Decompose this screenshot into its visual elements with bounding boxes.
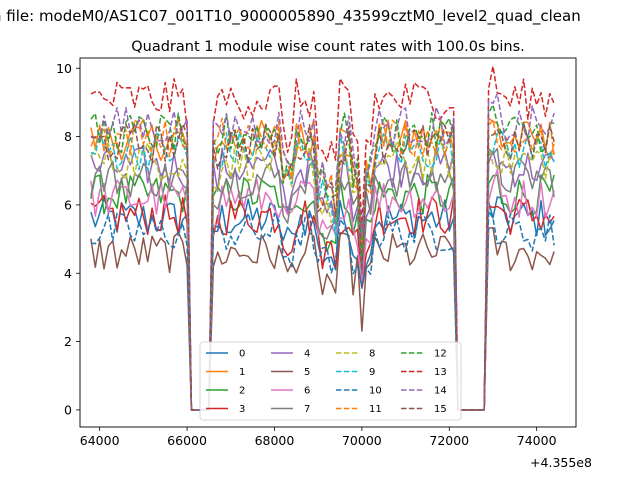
legend-label-7: 7 (304, 404, 310, 415)
legend-label-12: 12 (434, 349, 447, 360)
y-tick-label: 6 (64, 197, 72, 212)
x-tick-label: 68000 (255, 433, 295, 448)
legend-label-13: 13 (434, 367, 447, 378)
legend-label-2: 2 (239, 386, 245, 397)
series-line-13 (90, 65, 555, 411)
y-axis: 0 2 4 6 8 10 (56, 61, 80, 417)
y-tick-label: 2 (64, 334, 72, 349)
x-tick-label: 74000 (517, 433, 557, 448)
x-tick-label: 66000 (167, 433, 207, 448)
x-offset-label: +4.355e8 (530, 455, 592, 470)
legend-label-8: 8 (369, 349, 375, 360)
legend-label-14: 14 (434, 386, 447, 397)
figure-title: n file: modeM0/AS1C07_001T10_9000005890_… (0, 7, 581, 26)
y-tick-label: 10 (56, 61, 72, 76)
legend-label-0: 0 (239, 349, 245, 360)
legend-label-15: 15 (434, 404, 447, 415)
legend-label-9: 9 (369, 367, 375, 378)
y-tick-label: 0 (64, 402, 72, 417)
chart-title: Quadrant 1 module wise count rates with … (131, 39, 525, 55)
plot-frame (79, 57, 577, 428)
series-layer (90, 65, 555, 411)
legend-label-5: 5 (304, 367, 310, 378)
legend-label-10: 10 (369, 386, 382, 397)
legend-label-6: 6 (304, 386, 310, 397)
y-tick-label: 8 (64, 129, 72, 144)
legend-label-11: 11 (369, 404, 382, 415)
legend-label-3: 3 (239, 404, 245, 415)
legend-label-4: 4 (304, 349, 310, 360)
legend-label-1: 1 (239, 367, 245, 378)
x-tick-label: 70000 (342, 433, 382, 448)
legend-box (199, 341, 462, 421)
x-tick-label: 64000 (80, 433, 120, 448)
series-line-11 (90, 116, 555, 411)
x-tick-label: 72000 (429, 433, 469, 448)
y-tick-label: 4 (64, 266, 72, 281)
x-axis: 64000 66000 68000 70000 72000 74000 (80, 427, 557, 448)
